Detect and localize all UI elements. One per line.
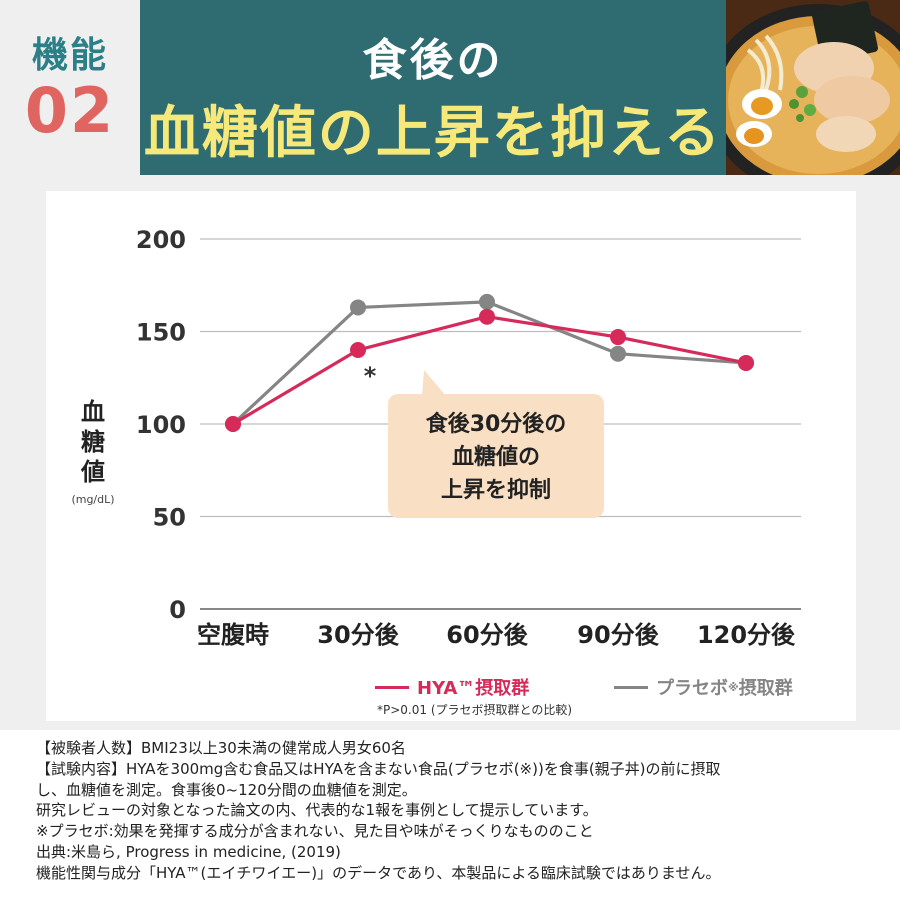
- significance-marker: *: [364, 362, 377, 390]
- chart-card: 0 50 100 150 200 空腹時 30分後 60分後 90分後 120分後 * 血糖値 …: [46, 191, 856, 721]
- legend-item-placebo: プラセボ ※ 摂取群: [614, 674, 793, 700]
- note-line: 【試験内容】HYAを300mg含む食品又はHYAを含まない食品(プラセボ(※))…: [36, 759, 721, 778]
- legend-swatch-placebo: [614, 685, 648, 689]
- note-line: ※プラセボ:効果を発揮する成分が含まれない、見た目や味がそっくりなもののこと: [36, 822, 594, 841]
- legend-swatch-hya: [375, 685, 409, 689]
- note-line: 機能性関与成分「HYA™(エイチワイエー)」のデータであり、本製品による臨床試験…: [36, 863, 721, 882]
- y-axis-label-text: 血糖値: [68, 397, 118, 487]
- x-tick-label: 60分後: [446, 621, 528, 649]
- annotation-callout: 食後30分後の 血糖値の 上昇を抑制: [388, 370, 604, 518]
- chart-plot: 0 50 100 150 200 空腹時 30分後 60分後 90分後 120分後 *: [136, 226, 801, 649]
- x-tick-label: 30分後: [317, 621, 399, 649]
- data-point-placebo: [479, 293, 495, 310]
- data-point-hya: [225, 416, 241, 432]
- x-tick-label: 空腹時: [197, 621, 269, 649]
- ramen-illustration: [726, 0, 900, 175]
- legend-item-hya: HYA™摂取群: [375, 674, 529, 700]
- note-line: 【被験者人数】BMI23以上30未満の健常成人男女60名: [36, 739, 406, 757]
- x-tick-label: 120分後: [697, 621, 796, 649]
- chart-footnote: *P>0.01 (プラセボ摂取群との比較): [377, 703, 573, 717]
- y-tick-label: 200: [136, 226, 186, 254]
- badge-number: 02: [24, 74, 116, 147]
- title-band: 食後の 血糖値の上昇を抑える: [140, 0, 726, 175]
- note-line: 出典:米島ら, Progress in medicine, (2019): [36, 842, 341, 861]
- data-point-hya: [610, 329, 626, 346]
- data-point-hya: [350, 342, 366, 358]
- y-tick-label: 50: [153, 504, 186, 532]
- y-axis-label-char: 血: [81, 398, 105, 426]
- chart-panel: 0 50 100 150 200 空腹時 30分後 60分後 90分後 120分後 * 血糖値 …: [0, 175, 900, 730]
- y-axis-unit: (mg/dL): [71, 493, 115, 506]
- data-point-placebo: [610, 345, 626, 362]
- annotation-text: 食後30分後の 血糖値の 上昇を抑制: [425, 412, 567, 503]
- y-axis-label-char: 糖: [81, 428, 105, 456]
- data-point-hya: [738, 354, 754, 371]
- legend-label-placebo: プラセボ: [656, 678, 728, 699]
- legend-label-hya: HYA™摂取群: [417, 678, 530, 699]
- y-axis-label: 血糖値 (mg/dL): [68, 397, 118, 506]
- series-lines: [225, 293, 754, 432]
- ramen-photo: [726, 0, 900, 175]
- callout-pointer: [422, 370, 446, 396]
- badge-label: 機能: [31, 35, 108, 76]
- y-tick-label: 150: [136, 319, 186, 347]
- note-line: し、血糖値を測定。食事後0~120分間の血糖値を測定。: [36, 780, 417, 799]
- title-line2: 血糖値の上昇を抑える: [143, 101, 723, 166]
- data-point-hya: [479, 308, 495, 325]
- y-axis-label-char: 値: [81, 458, 105, 486]
- x-tick-label: 90分後: [577, 621, 659, 649]
- legend-label-placebo-mark: ※: [728, 680, 739, 694]
- study-notes: 【被験者人数】BMI23以上30未満の健常成人男女60名 【試験内容】HYAを3…: [36, 738, 876, 884]
- header: 機能 02 食後の 血糖値の上昇を抑える: [0, 0, 900, 175]
- y-axis-ticks: 0 50 100 150 200: [136, 226, 186, 624]
- data-point-placebo: [350, 299, 366, 316]
- x-axis-ticks: 空腹時 30分後 60分後 90分後 120分後: [197, 621, 796, 649]
- y-tick-label: 0: [169, 596, 186, 624]
- title-line1: 食後の: [362, 35, 504, 86]
- legend-label-placebo-tail: 摂取群: [738, 678, 793, 699]
- y-tick-label: 100: [136, 411, 186, 439]
- note-line: 研究レビューの対象となった論文の内、代表的な1報を事例として提示しています。: [36, 801, 598, 820]
- feature-badge: 機能 02: [0, 0, 140, 175]
